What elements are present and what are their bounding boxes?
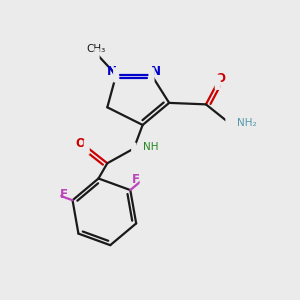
Text: N: N (107, 65, 117, 78)
Text: N: N (151, 65, 161, 78)
Text: CH₃: CH₃ (86, 44, 105, 54)
Text: NH: NH (142, 142, 158, 152)
Text: O: O (75, 137, 85, 150)
Text: O: O (216, 72, 226, 85)
Text: F: F (60, 188, 68, 201)
Text: NH₂: NH₂ (237, 118, 256, 128)
Text: F: F (132, 173, 140, 186)
